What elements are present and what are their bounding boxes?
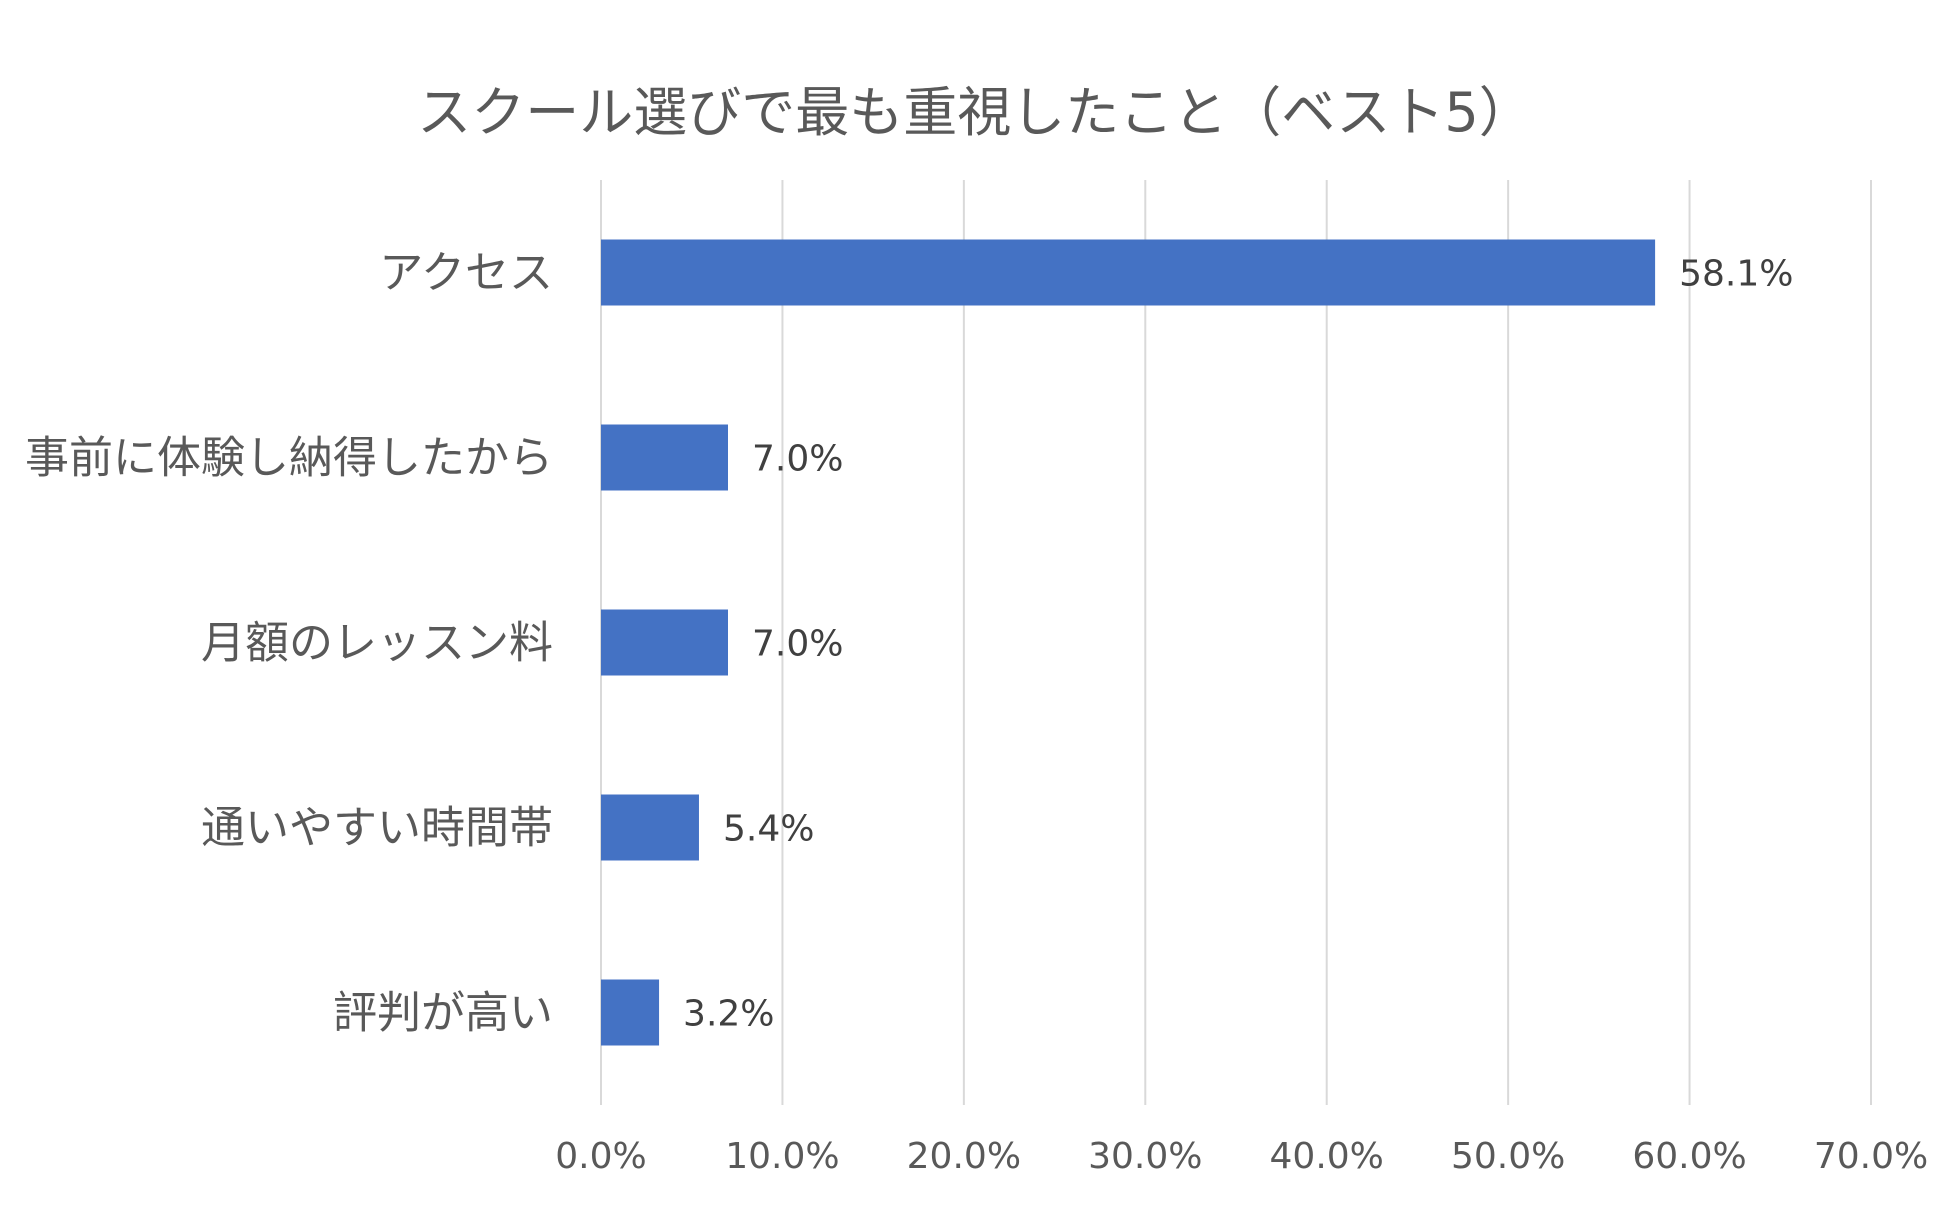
data-label: 58.1% xyxy=(1679,254,1793,295)
x-tick-label: 30.0% xyxy=(1088,1136,1202,1177)
category-label: アクセス xyxy=(379,248,553,299)
data-label: 3.2% xyxy=(683,994,774,1035)
data-label: 7.0% xyxy=(752,624,843,665)
data-label: 7.0% xyxy=(752,439,843,480)
x-tick-label: 10.0% xyxy=(725,1136,839,1177)
bar xyxy=(601,239,1656,306)
bar xyxy=(601,424,728,491)
category-label: 通いやすい時間帯 xyxy=(201,803,553,854)
category-label: 事前に体験し納得したから xyxy=(25,433,553,484)
chart-title: スクール選びで最も重視したこと（ベスト5） xyxy=(417,81,1533,144)
bar xyxy=(601,979,660,1046)
x-tick-label: 0.0% xyxy=(555,1136,646,1177)
x-tick-label: 60.0% xyxy=(1632,1136,1746,1177)
x-tick-label: 70.0% xyxy=(1814,1136,1928,1177)
data-label: 5.4% xyxy=(723,809,814,850)
bar xyxy=(601,609,728,676)
labels: 0.0% 10.0% 20.0% 30.0% 40.0% 50.0% 60.0% 70.0% ア… xyxy=(25,248,1928,1178)
x-tick-label: 50.0% xyxy=(1451,1136,1565,1177)
category-label: 月額のレッスン料 xyxy=(201,618,553,669)
category-label: 評判が高い xyxy=(333,988,553,1039)
x-tick-label: 40.0% xyxy=(1270,1136,1384,1177)
x-tick-label: 20.0% xyxy=(907,1136,1021,1177)
gridlines xyxy=(600,180,1872,1105)
bar xyxy=(601,794,699,861)
bars xyxy=(601,239,1656,1046)
